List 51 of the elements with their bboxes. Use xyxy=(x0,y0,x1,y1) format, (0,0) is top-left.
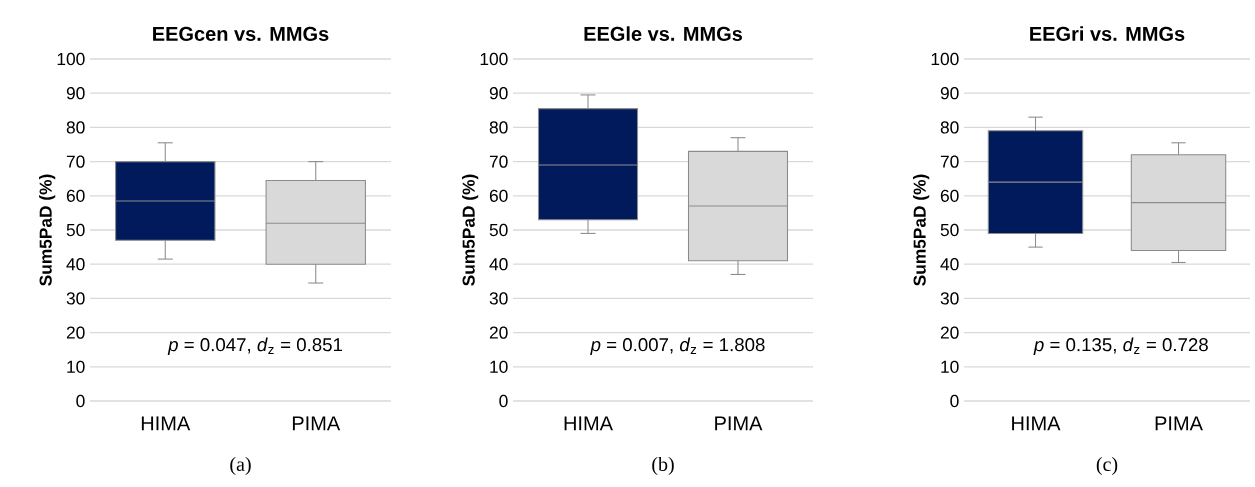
y-tick-label: 70 xyxy=(940,155,959,168)
y-tick-label: 80 xyxy=(66,121,85,134)
y-tick-label: 30 xyxy=(66,292,85,305)
y-tick-label: 80 xyxy=(489,121,508,134)
annotation: p = 0.047, d$_{z}$ = 0.851 xyxy=(167,337,343,355)
y-tick-label: 30 xyxy=(940,292,959,305)
y-tick-label: 50 xyxy=(489,223,508,237)
annotation: p = 0.007, d$_{z}$ = 1.808 xyxy=(590,337,765,355)
y-tick-label: 70 xyxy=(489,155,508,168)
y-tick-label: 50 xyxy=(940,223,959,237)
y-tick-label: 40 xyxy=(66,258,85,271)
y-tick-label: 100 xyxy=(57,52,85,66)
y-axis-title: Sum5PaD (%) xyxy=(913,174,930,286)
chart-title: EEGle vs. MMGs xyxy=(584,26,743,41)
text: (a) xyxy=(230,456,251,476)
chart-title: EEGri vs. MMGs xyxy=(1030,26,1185,41)
x-tick-label: HIMA xyxy=(564,416,613,431)
y-axis-title: Sum5PaD (%) xyxy=(39,174,56,286)
y-tick-label: 100 xyxy=(931,52,959,66)
x-tick-label: PIMA xyxy=(1155,416,1203,431)
annotation: p = 0.135, d$_{z}$ = 0.728 xyxy=(1033,337,1208,355)
text: (b) xyxy=(652,456,674,476)
y-tick-label: 20 xyxy=(940,326,959,339)
y-tick-label: 0 xyxy=(76,394,85,408)
y-tick-label: 30 xyxy=(489,292,508,305)
x-tick-label: PIMA xyxy=(292,416,341,431)
x-tick-label: PIMA xyxy=(715,416,763,431)
y-tick-label: 10 xyxy=(67,360,85,373)
y-tick-label: 70 xyxy=(66,155,85,168)
y-tick-label: 0 xyxy=(950,394,959,408)
y-tick-label: 0 xyxy=(499,394,508,408)
y-tick-label: 90 xyxy=(489,87,508,100)
y-tick-label: 10 xyxy=(490,360,508,373)
y-tick-label: 50 xyxy=(66,223,85,237)
y-tick-label: 40 xyxy=(940,258,959,271)
x-tick-label: HIMA xyxy=(1012,416,1061,431)
y-tick-label: 20 xyxy=(489,326,508,339)
y-tick-label: 90 xyxy=(66,87,85,100)
y-tick-label: 10 xyxy=(941,360,959,373)
y-tick-label: 90 xyxy=(940,87,959,100)
y-tick-label: 80 xyxy=(940,121,959,134)
text: (c) xyxy=(1096,456,1118,476)
y-tick-label: 60 xyxy=(940,189,959,202)
y-tick-label: 40 xyxy=(489,258,508,271)
y-tick-label: 60 xyxy=(489,189,508,202)
y-axis-title: Sum5PaD (%) xyxy=(462,174,479,286)
y-tick-label: 100 xyxy=(480,52,508,66)
chart-title: EEGcen vs. MMGs xyxy=(153,26,329,41)
x-tick-label: HIMA xyxy=(141,416,191,431)
y-tick-label: 60 xyxy=(66,189,85,202)
y-tick-label: 20 xyxy=(66,326,85,339)
